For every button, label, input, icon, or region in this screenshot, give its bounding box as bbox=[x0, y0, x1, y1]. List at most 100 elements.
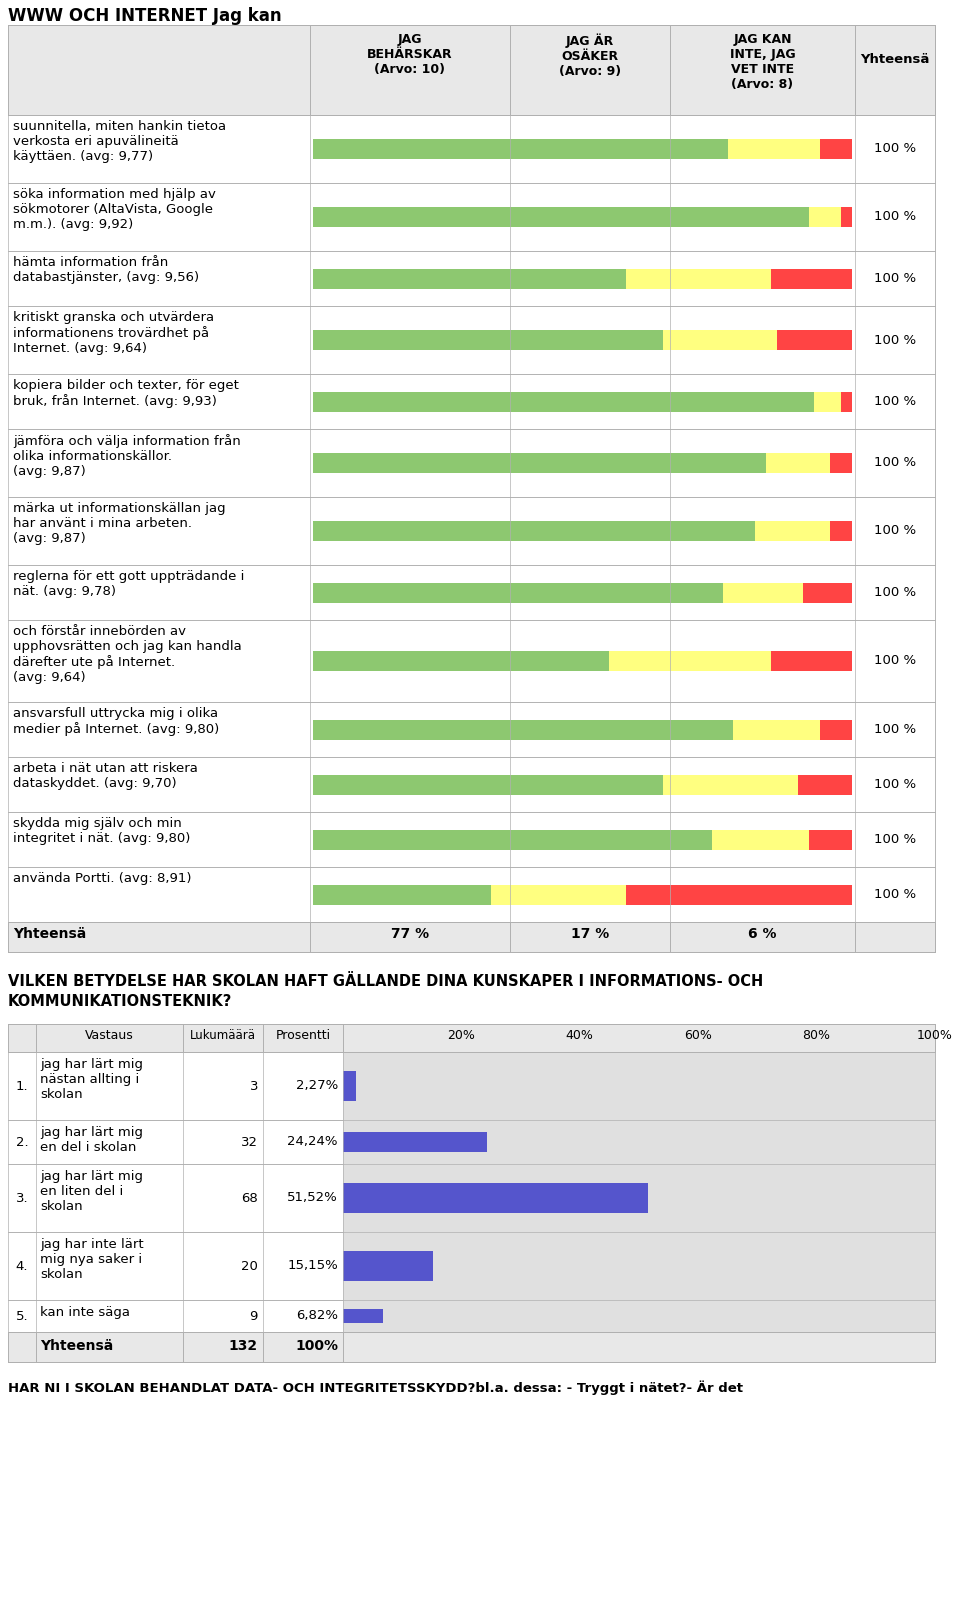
Text: JAG
BEHÄRSKAR
(Arvo: 10): JAG BEHÄRSKAR (Arvo: 10) bbox=[367, 34, 453, 77]
Text: 6,82%: 6,82% bbox=[296, 1310, 338, 1322]
Text: 40%: 40% bbox=[565, 1028, 593, 1041]
Bar bbox=[777, 331, 852, 350]
Text: HAR NI I SKOLAN BEHANDLAT DATA- OCH INTEGRITETSSKYDD?bl.a. dessa: - Tryggt i nät: HAR NI I SKOLAN BEHANDLAT DATA- OCH INTE… bbox=[8, 1380, 743, 1394]
Text: 100%: 100% bbox=[917, 1028, 953, 1041]
Bar bbox=[733, 720, 820, 739]
Bar bbox=[820, 720, 852, 739]
Text: 24,24%: 24,24% bbox=[287, 1135, 338, 1148]
Text: 77 %: 77 % bbox=[391, 926, 429, 941]
Text: suunnitella, miten hankin tietoa
verkosta eri apuvälineitä
käyttäen. (avg: 9,77): suunnitella, miten hankin tietoa verkost… bbox=[13, 120, 227, 163]
Text: 100 %: 100 % bbox=[874, 524, 916, 538]
Bar bbox=[771, 268, 852, 289]
Text: 100 %: 100 % bbox=[874, 586, 916, 599]
Text: 6 %: 6 % bbox=[748, 926, 777, 941]
Text: kan inte säga: kan inte säga bbox=[40, 1306, 130, 1319]
Bar bbox=[663, 775, 798, 794]
Text: JAG KAN
INTE, JAG
VET INTE
(Arvo: 8): JAG KAN INTE, JAG VET INTE (Arvo: 8) bbox=[730, 34, 795, 91]
Text: 100 %: 100 % bbox=[874, 723, 916, 736]
Text: KOMMUNIKATIONSTEKNIK?: KOMMUNIKATIONSTEKNIK? bbox=[8, 993, 232, 1009]
Text: 100 %: 100 % bbox=[874, 334, 916, 347]
Bar bbox=[313, 521, 755, 541]
Text: 17 %: 17 % bbox=[571, 926, 610, 941]
Bar bbox=[771, 652, 852, 671]
Text: kopiera bilder och texter, för eget
bruk, från Internet. (avg: 9,93): kopiera bilder och texter, för eget bruk… bbox=[13, 378, 239, 409]
Bar bbox=[313, 139, 728, 160]
Bar bbox=[804, 583, 852, 602]
Bar bbox=[8, 1164, 935, 1231]
Text: 100 %: 100 % bbox=[874, 394, 916, 407]
Text: jag har lärt mig
nästan allting i
skolan: jag har lärt mig nästan allting i skolan bbox=[40, 1057, 143, 1100]
Text: 20: 20 bbox=[241, 1260, 258, 1273]
Text: reglerna för ett gott uppträdande i
nät. (avg: 9,78): reglerna för ett gott uppträdande i nät.… bbox=[13, 570, 245, 597]
Text: 100 %: 100 % bbox=[874, 888, 916, 901]
Bar bbox=[755, 521, 830, 541]
Bar bbox=[343, 1119, 935, 1164]
Bar bbox=[313, 652, 610, 671]
Text: 3: 3 bbox=[250, 1080, 258, 1092]
Bar bbox=[8, 497, 935, 565]
Bar bbox=[8, 565, 935, 620]
Text: skydda mig själv och min
integritet i nät. (avg: 9,80): skydda mig själv och min integritet i nä… bbox=[13, 818, 190, 845]
Text: Prosentti: Prosentti bbox=[276, 1028, 330, 1041]
Text: 3.: 3. bbox=[15, 1191, 28, 1204]
Bar bbox=[343, 1250, 433, 1281]
Bar bbox=[343, 1132, 487, 1151]
Bar bbox=[8, 307, 935, 374]
Text: 15,15%: 15,15% bbox=[287, 1260, 338, 1273]
Text: Lukumäärä: Lukumäärä bbox=[190, 1028, 256, 1041]
Text: 100 %: 100 % bbox=[874, 142, 916, 155]
Text: 80%: 80% bbox=[803, 1028, 830, 1041]
Bar bbox=[626, 885, 852, 904]
Text: jag har inte lärt
mig nya saker i
skolan: jag har inte lärt mig nya saker i skolan bbox=[40, 1238, 144, 1281]
Text: Yhteensä: Yhteensä bbox=[13, 926, 86, 941]
Text: ansvarsfull uttrycka mig i olika
medier på Internet. (avg: 9,80): ansvarsfull uttrycka mig i olika medier … bbox=[13, 707, 219, 736]
Text: märka ut informationskällan jag
har använt i mina arbeten.
(avg: 9,87): märka ut informationskällan jag har anvä… bbox=[13, 501, 226, 545]
Bar bbox=[728, 139, 820, 160]
Text: 68: 68 bbox=[241, 1191, 258, 1204]
Bar bbox=[313, 391, 814, 412]
Text: Vastaus: Vastaus bbox=[85, 1028, 133, 1041]
Text: 9: 9 bbox=[250, 1310, 258, 1322]
Bar bbox=[814, 391, 841, 412]
Text: 132: 132 bbox=[228, 1338, 258, 1353]
Bar bbox=[8, 867, 935, 921]
Bar bbox=[626, 268, 771, 289]
Bar bbox=[343, 1052, 935, 1119]
Bar bbox=[8, 115, 935, 184]
Bar bbox=[820, 139, 852, 160]
Bar bbox=[8, 1300, 935, 1332]
Text: WWW OCH INTERNET Jag kan: WWW OCH INTERNET Jag kan bbox=[8, 6, 281, 26]
Bar bbox=[8, 811, 935, 867]
Bar bbox=[798, 775, 852, 794]
Text: 1.: 1. bbox=[15, 1080, 28, 1092]
Text: jag har lärt mig
en liten del i
skolan: jag har lärt mig en liten del i skolan bbox=[40, 1171, 143, 1214]
Bar bbox=[313, 583, 723, 602]
Bar bbox=[830, 454, 852, 473]
Bar bbox=[8, 1231, 935, 1300]
Bar bbox=[610, 652, 771, 671]
Text: 100 %: 100 % bbox=[874, 457, 916, 470]
Text: och förstår innebörden av
upphovsrätten och jag kan handla
därefter ute på Inter: och förstår innebörden av upphovsrätten … bbox=[13, 624, 242, 684]
Text: 5.: 5. bbox=[15, 1310, 28, 1322]
Text: arbeta i nät utan att riskera
dataskyddet. (avg: 9,70): arbeta i nät utan att riskera dataskydde… bbox=[13, 762, 198, 791]
Bar bbox=[313, 720, 733, 739]
Text: Yhteensä: Yhteensä bbox=[860, 53, 929, 65]
Text: VILKEN BETYDELSE HAR SKOLAN HAFT GÄLLANDE DINA KUNSKAPER I INFORMATIONS- OCH: VILKEN BETYDELSE HAR SKOLAN HAFT GÄLLAND… bbox=[8, 974, 763, 989]
Bar bbox=[343, 1183, 648, 1214]
Bar bbox=[313, 208, 809, 227]
Bar bbox=[343, 1164, 935, 1231]
Text: 100 %: 100 % bbox=[874, 271, 916, 284]
Text: 100 %: 100 % bbox=[874, 211, 916, 224]
Bar bbox=[8, 620, 935, 703]
Bar bbox=[663, 331, 777, 350]
Text: kritiskt granska och utvärdera
informationens trovärdhet på
Internet. (avg: 9,64: kritiskt granska och utvärdera informati… bbox=[13, 311, 214, 355]
Text: 2,27%: 2,27% bbox=[296, 1080, 338, 1092]
Bar bbox=[809, 829, 852, 850]
Text: 32: 32 bbox=[241, 1135, 258, 1148]
Bar bbox=[313, 331, 663, 350]
Text: 100 %: 100 % bbox=[874, 834, 916, 846]
Text: 51,52%: 51,52% bbox=[287, 1191, 338, 1204]
Bar bbox=[343, 1231, 935, 1300]
Bar bbox=[809, 208, 841, 227]
Bar bbox=[723, 583, 804, 602]
